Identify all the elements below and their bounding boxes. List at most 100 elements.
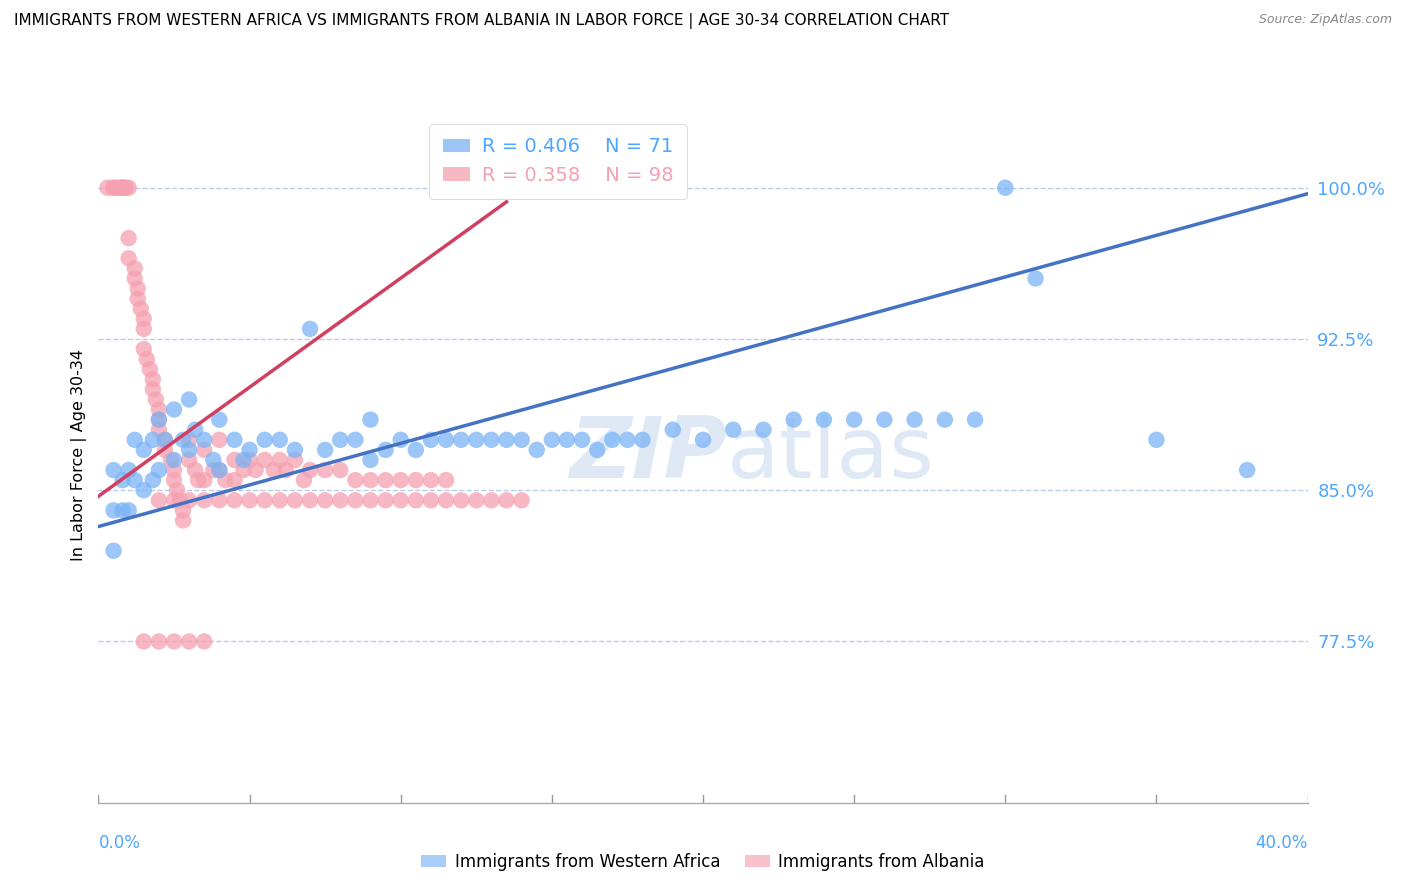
Point: [124, 271, 146, 285]
Point: [111, 473, 134, 487]
Point: [555, 433, 578, 447]
Point: [616, 433, 638, 447]
Text: Source: ZipAtlas.com: Source: ZipAtlas.com: [1258, 13, 1392, 27]
Point: [510, 433, 533, 447]
Point: [329, 463, 352, 477]
Point: [299, 463, 322, 477]
Point: [142, 473, 165, 487]
Point: [692, 433, 714, 447]
Point: [481, 493, 503, 508]
Point: [172, 433, 194, 447]
Point: [108, 180, 131, 194]
Point: [208, 433, 231, 447]
Point: [1144, 433, 1167, 447]
Point: [166, 483, 188, 498]
Point: [129, 301, 152, 316]
Point: [263, 463, 285, 477]
Point: [389, 473, 412, 487]
Point: [148, 463, 170, 477]
Point: [360, 453, 382, 467]
Point: [631, 433, 654, 447]
Point: [661, 423, 683, 437]
Point: [193, 433, 215, 447]
Point: [193, 493, 215, 508]
Point: [965, 412, 987, 426]
Point: [344, 433, 367, 447]
Point: [405, 442, 427, 457]
Point: [142, 372, 165, 386]
Point: [111, 180, 134, 194]
Point: [344, 473, 367, 487]
Point: [177, 453, 201, 467]
Point: [239, 493, 262, 508]
Point: [103, 180, 125, 194]
Point: [994, 180, 1017, 194]
Point: [374, 473, 396, 487]
Point: [148, 412, 170, 426]
Point: [245, 463, 267, 477]
Point: [132, 342, 155, 356]
Point: [132, 311, 155, 326]
Point: [184, 423, 207, 437]
Point: [132, 634, 155, 648]
Point: [752, 423, 775, 437]
Point: [111, 180, 134, 194]
Point: [127, 281, 149, 295]
Point: [163, 402, 186, 417]
Point: [299, 493, 322, 508]
Point: [360, 493, 382, 508]
Point: [284, 453, 307, 467]
Point: [148, 402, 170, 417]
Point: [419, 473, 441, 487]
Y-axis label: In Labor Force | Age 30-34: In Labor Force | Age 30-34: [72, 349, 87, 561]
Point: [142, 383, 165, 397]
Point: [148, 412, 170, 426]
Point: [540, 433, 562, 447]
Point: [103, 503, 125, 517]
Point: [103, 543, 125, 558]
Point: [586, 442, 609, 457]
Point: [510, 493, 533, 508]
Point: [208, 463, 231, 477]
Point: [103, 463, 125, 477]
Point: [118, 252, 141, 266]
Point: [118, 463, 141, 477]
Legend: Immigrants from Western Africa, Immigrants from Albania: Immigrants from Western Africa, Immigran…: [413, 845, 993, 880]
Point: [224, 473, 246, 487]
Point: [118, 231, 141, 245]
Point: [224, 493, 246, 508]
Point: [193, 442, 215, 457]
Text: ZIP: ZIP: [569, 413, 727, 497]
Text: 0.0%: 0.0%: [98, 834, 141, 852]
Point: [844, 412, 866, 426]
Point: [114, 180, 136, 194]
Point: [253, 433, 276, 447]
Text: 40.0%: 40.0%: [1256, 834, 1308, 852]
Point: [132, 442, 155, 457]
Point: [163, 473, 186, 487]
Point: [202, 453, 225, 467]
Point: [269, 433, 291, 447]
Point: [450, 493, 472, 508]
Point: [232, 463, 254, 477]
Point: [1236, 463, 1258, 477]
Point: [172, 513, 194, 527]
Point: [153, 442, 176, 457]
Point: [299, 322, 322, 336]
Point: [177, 433, 201, 447]
Point: [602, 433, 624, 447]
Point: [292, 473, 315, 487]
Point: [274, 463, 297, 477]
Point: [208, 412, 231, 426]
Point: [405, 493, 427, 508]
Point: [153, 433, 176, 447]
Point: [434, 493, 457, 508]
Point: [284, 442, 307, 457]
Point: [434, 433, 457, 447]
Legend: R = 0.406    N = 71, R = 0.358    N = 98: R = 0.406 N = 71, R = 0.358 N = 98: [429, 124, 686, 199]
Text: IMMIGRANTS FROM WESTERN AFRICA VS IMMIGRANTS FROM ALBANIA IN LABOR FORCE | AGE 3: IMMIGRANTS FROM WESTERN AFRICA VS IMMIGR…: [14, 13, 949, 29]
Point: [105, 180, 128, 194]
Point: [148, 634, 170, 648]
Point: [214, 473, 236, 487]
Point: [721, 423, 744, 437]
